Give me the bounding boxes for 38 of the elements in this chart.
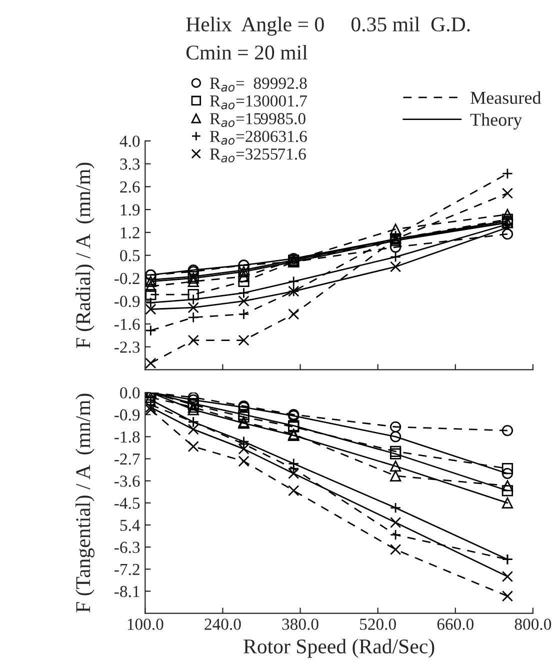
y-tick-label: -0.9: [114, 409, 140, 421]
y-tick-label: -0.9: [114, 296, 140, 308]
legend-label: R$_{ao}$=325571.6: [210, 148, 306, 162]
y-tick-label: -7.2: [114, 564, 140, 576]
y-tick-label: 0.5: [120, 250, 140, 262]
y-tick-label: 2.6: [120, 181, 140, 193]
y-tick-label: 0.0: [120, 387, 140, 399]
y-tick-label: -3.6: [114, 476, 140, 487]
y-tick-label: -6.3: [114, 542, 140, 554]
y-tick-label: -8.1: [114, 586, 140, 598]
x-tick-label: 100.0: [128, 618, 164, 630]
y-tick-label: 4.0: [120, 136, 140, 147]
y-tick-label: -2.3: [114, 342, 140, 353]
chart-title: Helix Angle = 0 0.35 mil G.D.: [186, 16, 470, 36]
text: Measured: [470, 91, 542, 104]
y-tick-label: -1.6: [114, 318, 140, 330]
legend-label: R$_{ao}$=159985.0: [210, 113, 306, 128]
y-axis-title: F (Tangential) / A (mn/m): [76, 394, 94, 612]
y-tick-label: 1.9: [120, 204, 140, 216]
x-tick-label: 800.0: [514, 618, 552, 630]
y-tick-label: -1.8: [114, 431, 140, 443]
y-tick-label: -2.7: [114, 454, 140, 465]
y-tick-label: -4.5: [114, 498, 140, 509]
text: Theory: [470, 113, 522, 130]
x-tick-label: 380.0: [282, 618, 318, 630]
legend-label: R$_{ao}$=130001.7: [210, 95, 307, 110]
chart-subtitle: Cmin = 20 mil: [186, 44, 308, 60]
y-tick-label: 1.2: [120, 227, 140, 238]
y-tick-label: 5.4: [120, 520, 140, 532]
x-tick-label: 520.0: [360, 618, 396, 630]
x-axis-title: Rotor Speed (Rad/Sec): [244, 638, 434, 658]
y-tick-label: -0.2: [114, 272, 140, 284]
x-tick-label: 660.0: [437, 618, 474, 630]
x-tick-label: 240.0: [204, 618, 241, 630]
legend-label: R$_{ao}$=280631.6: [210, 130, 307, 145]
y-axis-title: F (Radial) / A (mn/m): [76, 162, 94, 348]
y-tick-label: 3.3: [120, 158, 140, 170]
legend-label: R$_{ao}$= 89992.8: [210, 78, 307, 92]
